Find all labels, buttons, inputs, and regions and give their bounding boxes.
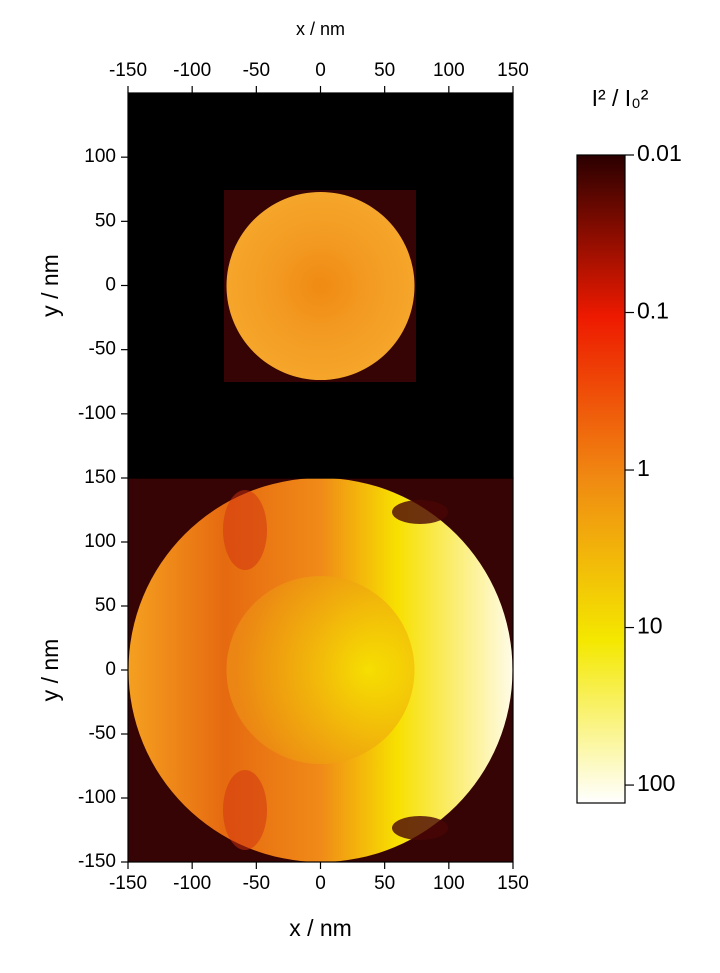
y-tick-label: 50 [95,210,116,231]
y-tick-label: -100 [78,787,116,808]
x-axis-title: x / nm [296,19,345,39]
x-tick-label: -50 [243,873,270,894]
colorbar-title: I² / I₀² [592,85,649,111]
x-tick-label: 50 [374,873,395,894]
colorbar-tick-label: 1 [637,455,650,481]
y-tick-label: 150 [84,467,116,488]
y-tick-label: -150 [78,851,116,872]
x-tick-label: 100 [433,873,465,894]
y-tick-label: 0 [105,659,116,680]
x-tick-label: -100 [173,60,211,81]
x-tick-label: 150 [497,873,529,894]
colorbar-tick-label: 10 [637,613,663,639]
y-tick-label: -50 [89,339,116,360]
x-tick-label: -150 [109,60,147,81]
y-axis-title: y / nm [37,254,63,317]
colorbar [576,154,626,804]
field-top [128,93,513,478]
y-tick-label: 100 [84,146,116,167]
x-tick-label: -50 [243,60,270,81]
x-tick-label: 0 [315,60,326,81]
y-tick-label: 0 [105,275,116,296]
x-axis-title: x / nm [289,915,352,941]
x-tick-label: 0 [315,873,326,894]
x-tick-label: 150 [497,60,529,81]
y-tick-label: -100 [78,403,116,424]
x-tick-label: 100 [433,60,465,81]
field-bottom [128,478,513,862]
x-tick-label: 50 [374,60,395,81]
y-axis-title: y / nm [37,639,63,702]
colorbar-tick-label: 0.01 [637,140,682,166]
x-tick-label: -100 [173,873,211,894]
y-tick-label: 100 [84,531,116,552]
colorbar-tick-label: 100 [637,770,675,796]
x-tick-label: -150 [109,873,147,894]
colorbar-tick-label: 0.1 [637,298,669,324]
y-tick-label: 50 [95,595,116,616]
y-tick-label: -50 [89,723,116,744]
